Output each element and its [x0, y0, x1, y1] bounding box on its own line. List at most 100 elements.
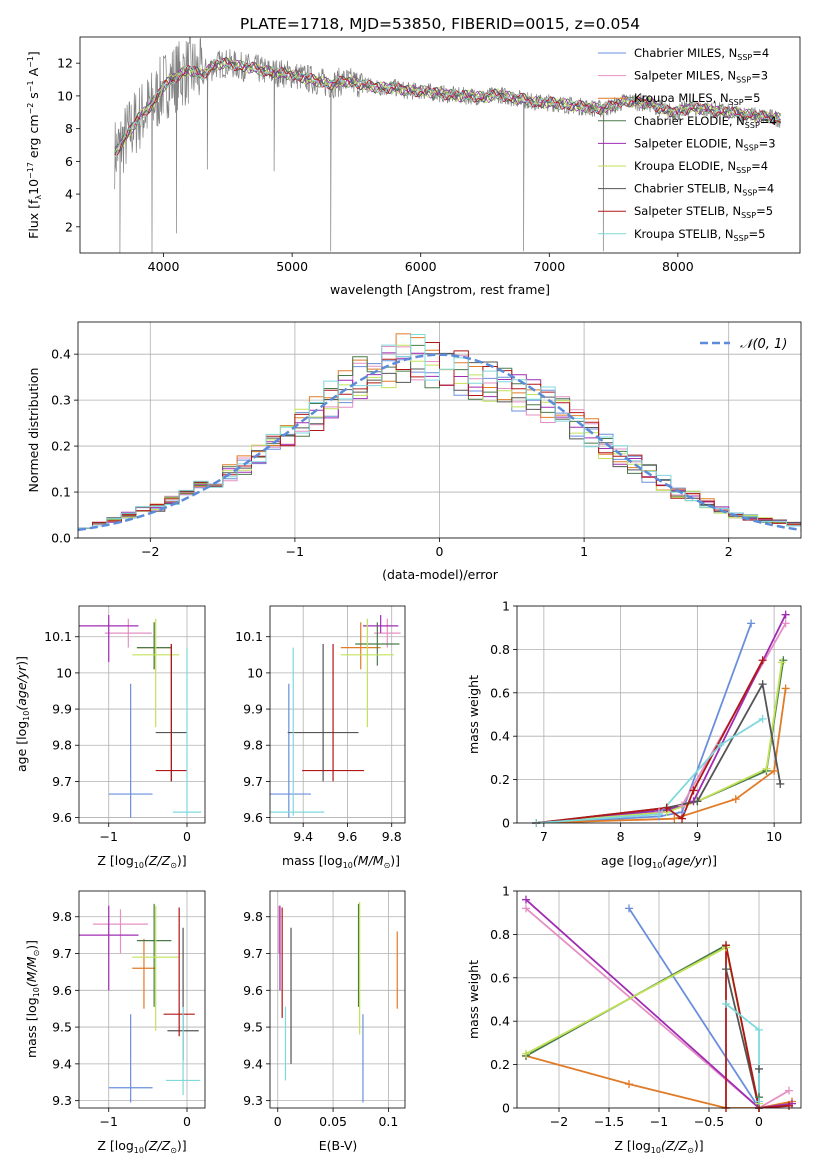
y-axis-label: Flux [fλ10−17 erg cm−2 s−1 A−1]: [26, 51, 43, 239]
y-tick-label: 0.8: [490, 642, 510, 657]
weight-marker: [755, 1097, 763, 1106]
x-tick-label: −1: [100, 829, 118, 844]
y-tick-label: 0: [502, 816, 510, 831]
weight-marker: [678, 814, 687, 823]
y-axis-label: age [log10(age/yr)]: [14, 656, 31, 772]
weight-line: [536, 718, 764, 823]
y-tick-label: 9.8: [243, 738, 263, 753]
y-tick-label: 9.7: [52, 946, 72, 961]
axes-frame: [516, 605, 802, 824]
weight-marker: [689, 786, 698, 795]
weight-marker: [777, 658, 786, 667]
sub: ⊙: [384, 861, 391, 870]
x-tick-label: 8000: [662, 259, 694, 274]
weight-marker: [781, 610, 790, 619]
sub: ⊙: [170, 861, 177, 870]
axes-frame: [78, 605, 206, 824]
legend-subscript: SSP: [741, 211, 756, 220]
plain: ]: [26, 51, 41, 56]
y-tick-label: 9.6: [52, 810, 72, 825]
x-tick-label: −1: [100, 1114, 118, 1129]
y-tick-label: 0.6: [490, 970, 510, 985]
weight-marker: [662, 803, 671, 812]
weight-line: [536, 660, 785, 823]
x-tick-label: 8: [617, 829, 625, 844]
sub: 10: [22, 711, 31, 721]
plot-area: [270, 891, 405, 1108]
gaussian-curve: [78, 353, 801, 532]
y-tick-label: 0.2: [51, 439, 71, 454]
sub: λ: [34, 195, 43, 200]
sub: ⊙: [687, 1146, 694, 1155]
x-tick-label: 7000: [533, 259, 565, 274]
x-axis-label: wavelength [Angstrom, rest frame]: [330, 282, 550, 297]
x-tick-label: 6000: [405, 259, 437, 274]
y-tick-label: 10.1: [235, 629, 263, 644]
plain: 10: [26, 179, 41, 195]
x-tick-label: −2: [141, 544, 159, 559]
x-tick-label: −1: [286, 544, 304, 559]
weight-line: [536, 681, 782, 823]
spectrum-model-line: [114, 57, 781, 156]
x-axis-label: Z [log10(Z/Z⊙)]: [97, 853, 186, 870]
axes-frame: [79, 36, 801, 254]
weight-marker: [716, 740, 725, 749]
y-tick-label: 0.6: [490, 685, 510, 700]
y-tick-label: 9.8: [52, 909, 72, 924]
weight-marker: [670, 814, 679, 823]
y-tick-label: 9.4: [243, 1056, 263, 1071]
weight-marker: [758, 714, 767, 723]
y-tick-label: 1: [502, 599, 510, 614]
y-tick-label: 9.6: [52, 983, 72, 998]
weight-line: [725, 945, 790, 1108]
x-axis-label: (data-model)/error: [382, 567, 499, 582]
legend-value: =3: [759, 136, 776, 150]
y-tick-label: 0.8: [490, 927, 510, 942]
weight-marker: [522, 895, 530, 904]
x-tick-label: −1: [650, 1114, 668, 1129]
sup: −1: [26, 80, 35, 92]
histogram-step: [78, 342, 801, 529]
plot-area: [78, 322, 801, 538]
weight-line: [525, 907, 790, 1108]
legend-subscript: SSP: [734, 234, 749, 243]
weight-marker: [655, 810, 663, 819]
y-tick-label: 0.2: [490, 1057, 510, 1072]
x-tick-label: −1.5: [594, 1114, 624, 1129]
panel-spectrum: 4000 5000 6000 7000 8000 2 4 6 8 10 12 Chabrier MIL…: [26, 36, 801, 297]
legend-label: Kroupa MILES, NSSP=5: [634, 91, 760, 107]
y-tick-label: 9.6: [243, 810, 263, 825]
y-tick-label: 10: [56, 665, 72, 680]
legend-label: Salpeter STELIB, NSSP=5: [634, 204, 773, 220]
spectrum-data-line: [114, 37, 781, 253]
y-tick-label: 0.4: [490, 729, 510, 744]
x-tick-label: 0: [274, 1114, 282, 1129]
sub: 10: [32, 987, 41, 997]
weight-marker: [522, 1049, 530, 1058]
weight-line: [525, 946, 760, 1108]
plain: (Z/Z: [144, 1138, 171, 1153]
x-tick-label: 9.4: [293, 829, 313, 844]
plain: )]: [14, 656, 29, 666]
y-tick-label: 0.4: [490, 1014, 510, 1029]
panel-weight-vs-z: −2 −1.5 −1 −0.5 0 0 0.2 0.4 0.6 0.8 1 mass weight Z …: [466, 884, 802, 1155]
x-tick-label: 0: [183, 829, 191, 844]
y-tick-label: 9.8: [52, 738, 72, 753]
weight-marker: [731, 795, 740, 804]
sup: −2: [26, 103, 35, 115]
y-tick-label: 6: [65, 154, 73, 169]
y-axis-label: mass weight: [466, 960, 481, 1039]
legend-label: Kroupa STELIB, NSSP=5: [634, 227, 765, 243]
x-tick-label: −0.5: [694, 1114, 724, 1129]
legend-subscript: SSP: [737, 53, 752, 62]
legend-label: Chabrier ELODIE, NSSP=4: [634, 114, 777, 130]
y-tick-label: 9.5: [243, 1020, 263, 1035]
legend-value: =4: [752, 46, 769, 60]
legend-value: =5: [749, 227, 766, 241]
sup: −1: [26, 56, 35, 68]
legend-value: =4: [751, 159, 768, 173]
plot-area: [270, 606, 405, 823]
weight-marker: [522, 904, 530, 913]
plot-area: [79, 891, 205, 1108]
